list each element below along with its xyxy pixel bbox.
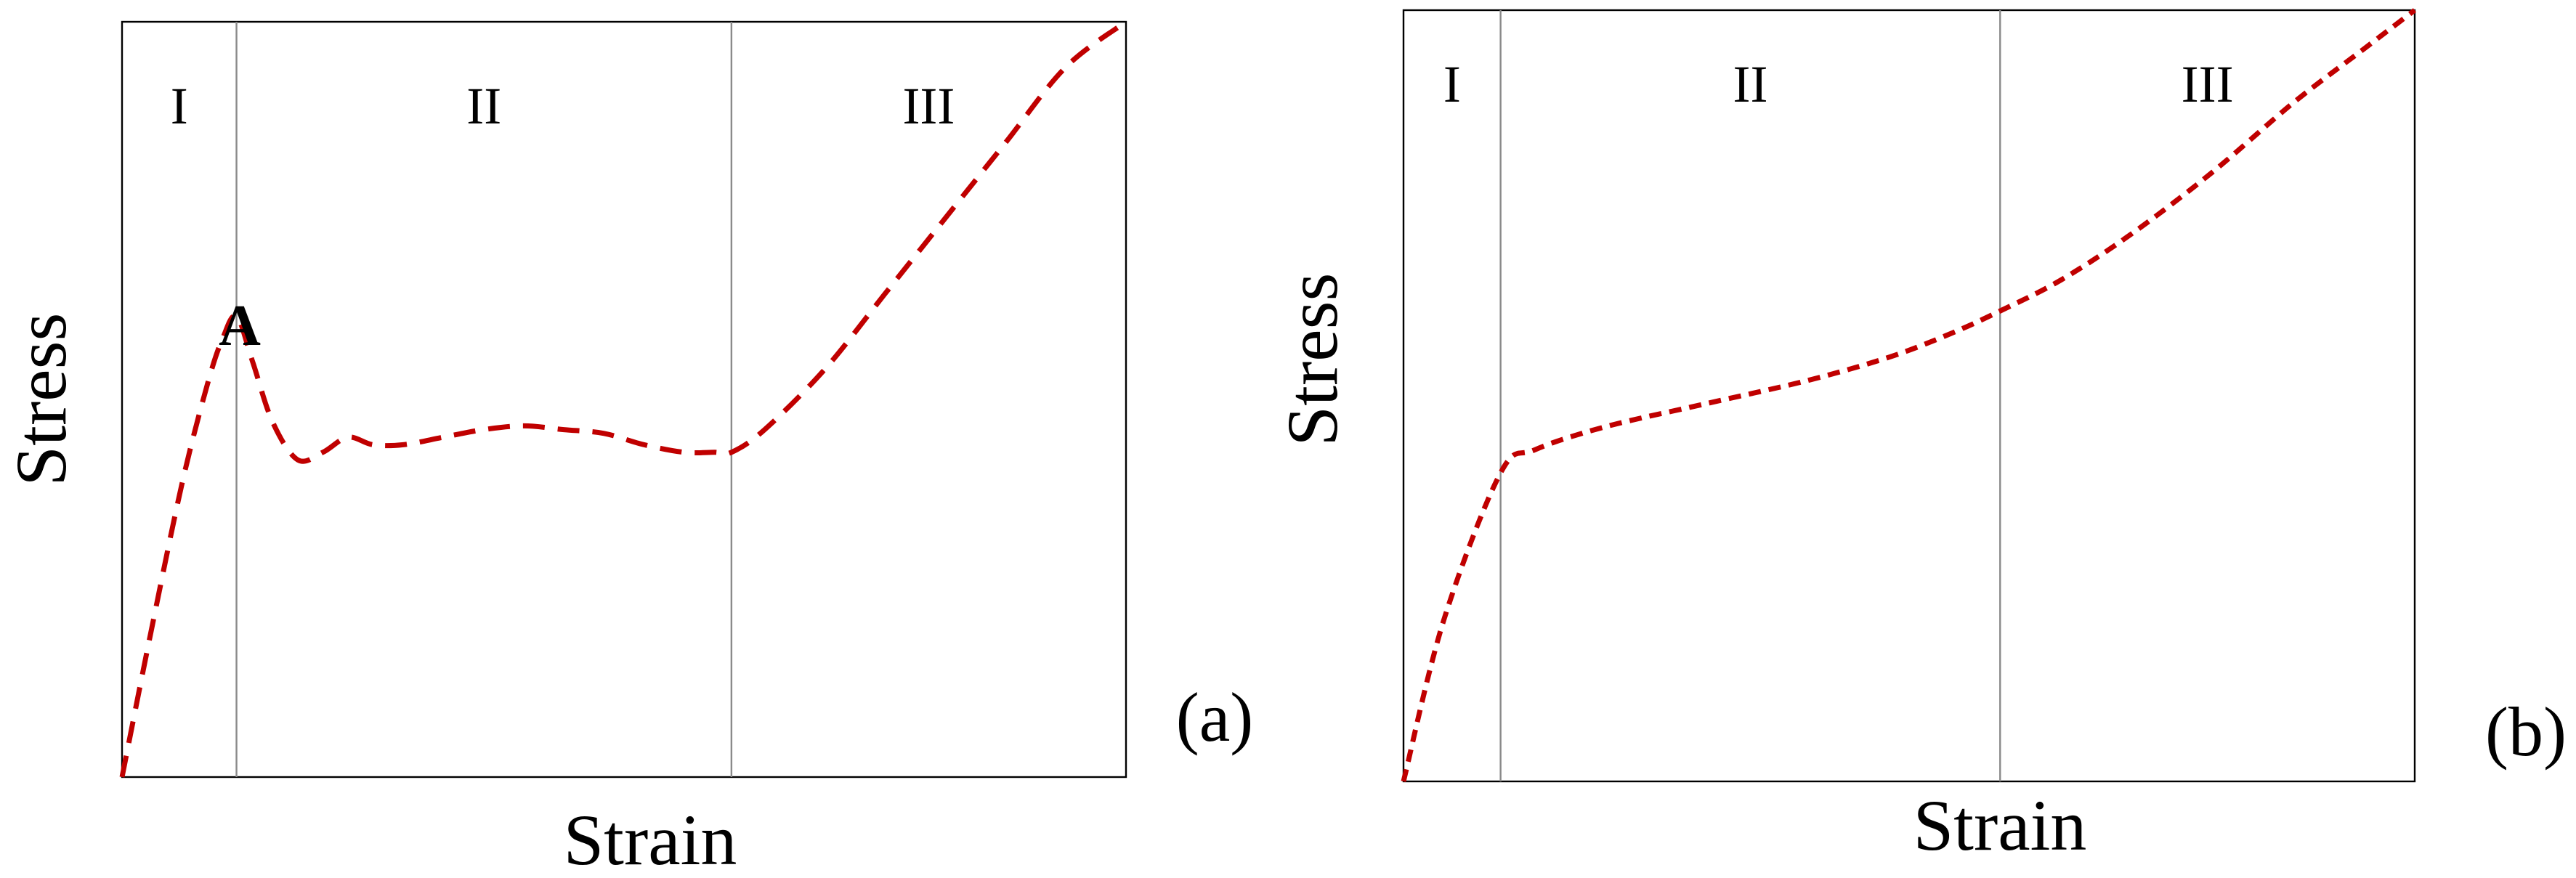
panel-b-region-labels: I II III — [1443, 55, 2234, 113]
panel-b-tag: (b) — [2485, 693, 2567, 771]
panel-b-stress-strain-curve — [1401, 8, 2417, 782]
panel-a-point-a-label: A — [219, 294, 261, 358]
region-label-2: II — [466, 77, 501, 135]
panel-a: I II III A Stress Strain (a) — [1, 20, 1254, 878]
panel-a-x-axis-label: Strain — [564, 800, 737, 878]
panel-b-plot-frame — [1402, 9, 2416, 783]
region-label-2: II — [1733, 55, 1767, 113]
panel-a-tag: (a) — [1176, 678, 1254, 756]
panel-a-plot-frame — [121, 20, 1127, 779]
panel-a-stress-strain-curve — [119, 20, 1128, 778]
panel-a-region-labels: I II III — [171, 77, 955, 135]
panel-a-y-axis-label: Stress — [1, 313, 81, 487]
panel-a-region-dividers — [235, 22, 733, 777]
region-label-1: I — [171, 77, 188, 135]
panel-b-y-axis-label: Stress — [1272, 273, 1353, 447]
panel-b-region-dividers — [1499, 10, 2001, 781]
region-label-3: III — [902, 77, 955, 135]
panel-b: I II III Stress Strain (b) — [1272, 8, 2567, 866]
region-label-1: I — [1443, 55, 1461, 113]
region-label-3: III — [2182, 55, 2234, 113]
panel-b-x-axis-label: Strain — [1913, 785, 2087, 866]
